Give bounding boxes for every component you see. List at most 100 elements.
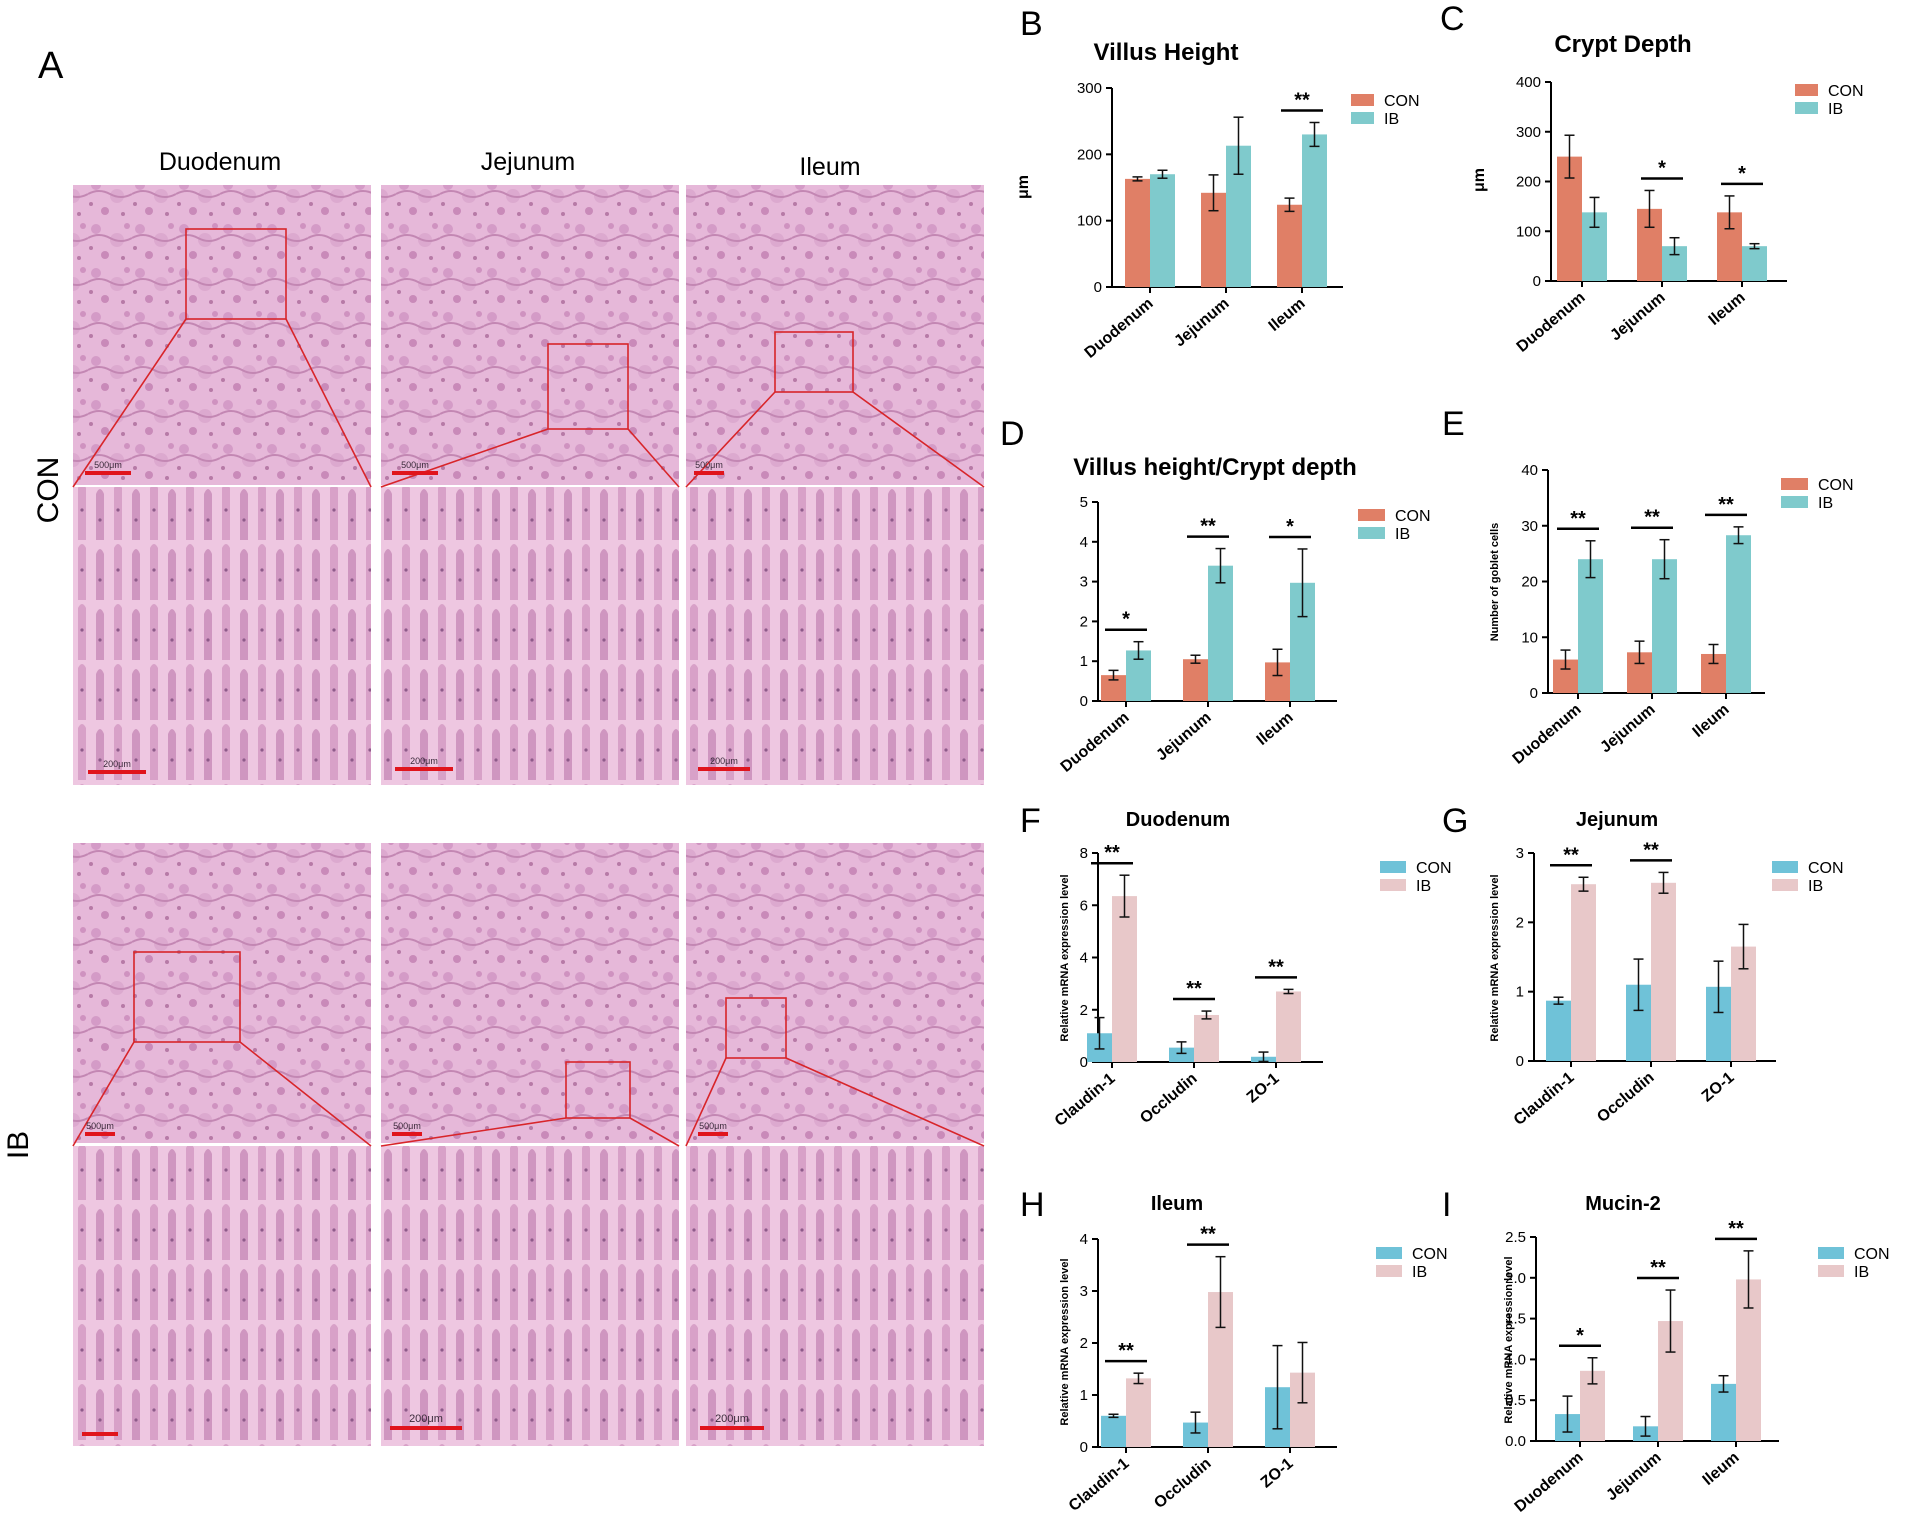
con-duodenum-overview-image <box>73 185 371 485</box>
y-tick-label: 0 <box>1080 693 1088 710</box>
significance-label: ** <box>1268 956 1284 978</box>
legend-label-ib: IB <box>1395 526 1410 543</box>
y-tick-label: 1.5 <box>1505 1311 1526 1328</box>
legend-swatch-ib <box>1781 496 1808 508</box>
chart-c: C Crypt Depth μm 0 100 200 300 400 Duodenum Jejun… <box>1440 0 1864 356</box>
scale-bar <box>694 471 724 475</box>
con-ileum-detail-image <box>686 487 984 785</box>
y-tick-label: 2 <box>1080 1002 1088 1019</box>
significance-label: ** <box>1563 844 1579 866</box>
y-tick-label: 8 <box>1080 845 1088 862</box>
y-tick-label: 0 <box>1094 279 1102 296</box>
x-tick-label: Jejunum <box>1171 295 1232 350</box>
y-tick-label: 200 <box>1516 174 1541 191</box>
y-tick-label: 400 <box>1516 74 1541 91</box>
scale-label: 500μm <box>393 1121 421 1131</box>
bar-ib <box>1302 134 1327 287</box>
scale-bar <box>85 1132 115 1136</box>
panel-letter: B <box>1020 5 1043 43</box>
x-tick-label: Jejunum <box>1603 1449 1664 1504</box>
significance-label: * <box>1738 163 1746 185</box>
y-tick-label: 3 <box>1516 845 1524 862</box>
ib-duodenum-detail-image <box>73 1146 371 1446</box>
scale-bar <box>85 471 131 475</box>
y-axis-label: μm <box>1471 168 1488 192</box>
chart-d: D Villus height/Crypt depth 0 1 2 3 4 5 Duodenum… <box>1000 415 1431 776</box>
significance-label: ** <box>1200 1224 1216 1246</box>
scale-bar <box>700 1426 764 1430</box>
legend-label-con: CON <box>1818 477 1854 494</box>
scale-bar <box>88 770 146 774</box>
significance-label: ** <box>1718 494 1734 516</box>
legend-label-ib: IB <box>1412 1264 1427 1281</box>
scale-bar <box>82 1432 118 1436</box>
scale-label: 500μm <box>699 1121 727 1131</box>
ib-duodenum-zoom-box <box>133 951 241 1043</box>
zoom-line <box>72 1041 135 1147</box>
x-tick-label: Duodenum <box>1082 295 1157 362</box>
x-tick-label: Ileum <box>1690 701 1733 741</box>
significance-label: ** <box>1186 978 1202 1000</box>
panel-letter: F <box>1020 802 1041 840</box>
panel-letter: H <box>1020 1186 1045 1224</box>
legend-swatch-con <box>1795 84 1818 96</box>
scale-label: 200μm <box>410 756 438 766</box>
legend-label-con: CON <box>1384 93 1420 110</box>
x-tick-label: ZO-1 <box>1258 1455 1297 1492</box>
significance-label: * <box>1122 609 1130 631</box>
bar-con <box>1546 1000 1571 1061</box>
panel-letter-a: A <box>38 45 64 87</box>
y-tick-label: 300 <box>1077 80 1102 97</box>
bar-con <box>1101 1415 1126 1447</box>
legend-label-con: CON <box>1416 860 1452 877</box>
y-tick-label: 200 <box>1077 146 1102 163</box>
x-tick-label: Jejunum <box>1153 709 1214 764</box>
ib-ileum-detail-image <box>686 1146 984 1446</box>
scale-bar <box>392 471 438 475</box>
x-tick-label: ZO-1 <box>1699 1069 1738 1106</box>
ib-jejunum-zoom-box <box>565 1061 631 1119</box>
legend-swatch-ib <box>1818 1265 1844 1277</box>
y-axis-label: μm <box>1015 175 1032 199</box>
significance-label: ** <box>1650 1257 1666 1279</box>
column-label-jejunum: Jejunum <box>481 148 576 176</box>
chart-title: Mucin-2 <box>1585 1193 1661 1215</box>
bar-ib <box>1208 565 1233 701</box>
y-tick-label: 40 <box>1521 462 1538 479</box>
bar-ib <box>1112 896 1137 1062</box>
y-tick-label: 2 <box>1516 914 1524 931</box>
x-tick-label: Ileum <box>1254 709 1297 749</box>
legend-swatch-ib <box>1376 1265 1402 1277</box>
panel-letter: G <box>1442 802 1468 840</box>
x-tick-label: Duodenum <box>1512 1449 1587 1516</box>
x-tick-label: Duodenum <box>1510 701 1585 768</box>
zoom-line <box>285 318 372 488</box>
chart-e: E Number of goblet cells 0 10 20 30 40 Duodenum… <box>1442 405 1854 768</box>
scale-label: 500μm <box>86 1121 114 1131</box>
x-tick-label: ZO-1 <box>1244 1070 1283 1107</box>
bar-ib <box>1651 882 1676 1061</box>
y-tick-label: 1 <box>1080 1387 1088 1404</box>
y-tick-label: 2.5 <box>1505 1229 1526 1246</box>
x-tick-label: Ileum <box>1700 1449 1743 1489</box>
y-tick-label: 4 <box>1080 1231 1088 1248</box>
y-tick-label: 5 <box>1080 494 1088 511</box>
legend-swatch-con <box>1376 1247 1402 1259</box>
legend-swatch-ib <box>1351 112 1374 124</box>
significance-label: ** <box>1570 508 1586 530</box>
y-tick-label: 2 <box>1080 613 1088 630</box>
legend-swatch-con <box>1818 1247 1844 1259</box>
y-tick-label: 3 <box>1080 1283 1088 1300</box>
legend-swatch-con <box>1781 478 1808 490</box>
y-tick-label: 2.0 <box>1505 1270 1526 1287</box>
y-tick-label: 0 <box>1530 685 1538 702</box>
y-axis-label: Number of goblet cells <box>1489 523 1501 642</box>
ib-jejunum-detail-image <box>381 1146 679 1446</box>
chart-title: Jejunum <box>1576 809 1658 831</box>
significance-label: ** <box>1643 839 1659 861</box>
scale-bar <box>698 767 750 771</box>
bar-ib <box>1276 991 1301 1062</box>
x-tick-label: Duodenum <box>1514 289 1589 356</box>
